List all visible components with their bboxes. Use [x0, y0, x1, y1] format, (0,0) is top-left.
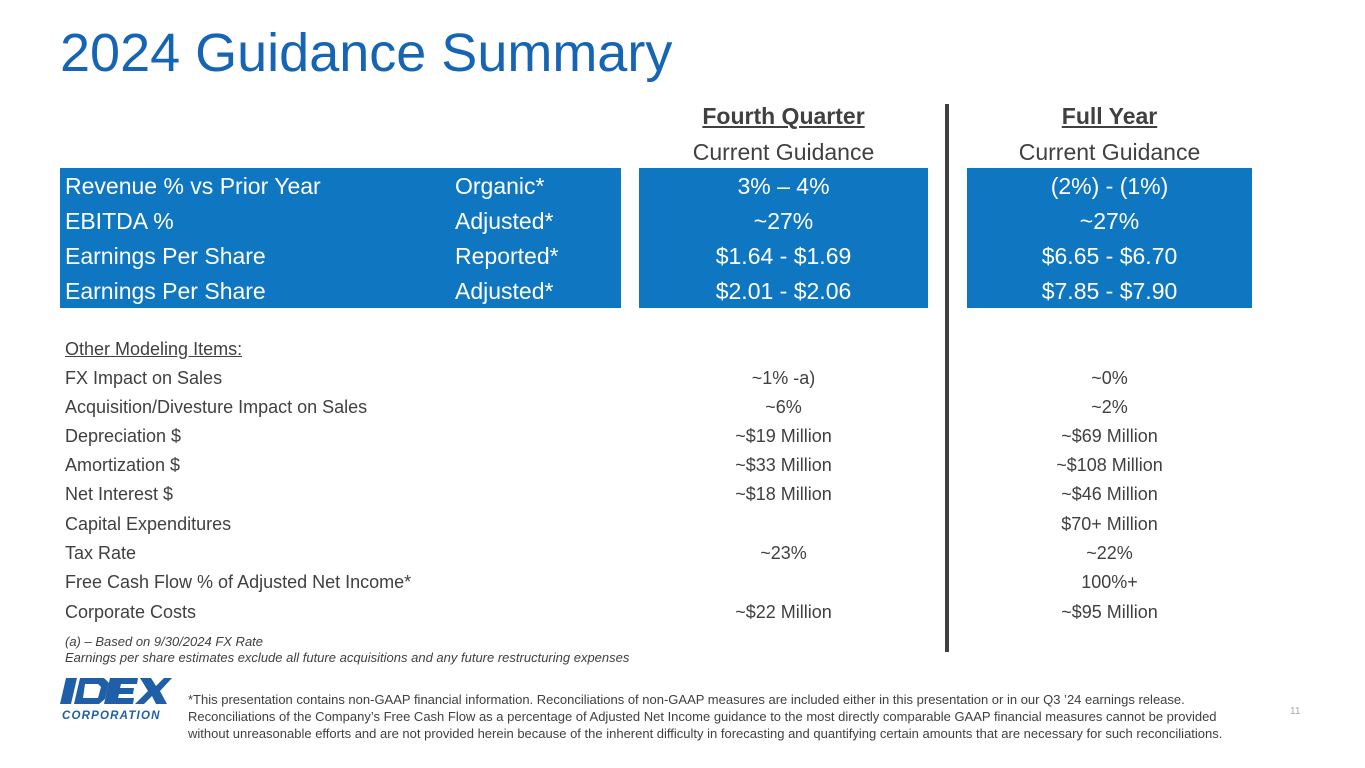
- item-q4-value: ~$18 Million: [735, 484, 832, 504]
- item-q4-value: ~1% -a): [751, 368, 816, 388]
- row-q4-value: 3% – 4%: [737, 173, 830, 199]
- item-label: Corporate Costs: [65, 602, 197, 622]
- row-basis: Organic*: [455, 173, 545, 199]
- page-number: 11: [1290, 706, 1301, 717]
- fy-column-subheader: Current Guidance: [1018, 139, 1201, 165]
- page-title: 2024 Guidance Summary: [60, 23, 673, 83]
- item-label: Amortization $: [65, 455, 181, 475]
- row-fy-value: $7.85 - $7.90: [1041, 278, 1178, 304]
- item-q4-value: ~23%: [760, 543, 807, 563]
- guidance-row: Revenue % vs Prior Year Organic* 3% – 4%…: [0, 169, 1365, 204]
- item-label: FX Impact on Sales: [65, 368, 223, 388]
- row-basis: Adjusted*: [455, 278, 554, 304]
- item-label: Free Cash Flow % of Adjusted Net Income*: [65, 572, 412, 592]
- idex-logo: CORPORATION: [60, 678, 172, 722]
- logo-subtitle: CORPORATION: [62, 710, 161, 722]
- fy-guidance-band: [967, 168, 1252, 308]
- item-fy-value: ~$95 Million: [1061, 602, 1158, 622]
- item-fy-value: ~$108 Million: [1056, 455, 1163, 475]
- item-q4-value: ~6%: [765, 397, 802, 417]
- item-q4-value: ~$33 Million: [735, 455, 832, 475]
- row-fy-value: $6.65 - $6.70: [1041, 243, 1178, 269]
- item-q4-value: ~$22 Million: [735, 602, 832, 622]
- column-divider: [945, 104, 949, 652]
- row-label: Revenue % vs Prior Year: [65, 173, 321, 199]
- modeling-item-row: Net Interest $ ~$18 Million ~$46 Million: [0, 480, 1365, 509]
- q4-column-header: Fourth Quarter: [702, 103, 865, 129]
- item-fy-value: 100%+: [1081, 572, 1138, 592]
- modeling-item-row: Acquisition/Divesture Impact on Sales ~6…: [0, 393, 1365, 422]
- row-q4-value: $1.64 - $1.69: [715, 243, 852, 269]
- eps-footnote: Earnings per share estimates exclude all…: [65, 650, 630, 665]
- item-fy-value: ~$69 Million: [1061, 426, 1158, 446]
- modeling-item-row: Corporate Costs ~$22 Million ~$95 Millio…: [0, 598, 1365, 627]
- item-label: Net Interest $: [65, 484, 174, 504]
- item-label: Capital Expenditures: [65, 514, 232, 534]
- item-label: Acquisition/Divesture Impact on Sales: [65, 397, 368, 417]
- item-fy-value: ~2%: [1091, 397, 1128, 417]
- guidance-label-band: [60, 168, 621, 308]
- modeling-item-row: Free Cash Flow % of Adjusted Net Income*…: [0, 568, 1365, 597]
- q4-column-subheader: Current Guidance: [692, 139, 875, 165]
- row-fy-value: (2%) - (1%): [1050, 173, 1169, 199]
- modeling-item-row: Tax Rate ~23% ~22%: [0, 539, 1365, 568]
- other-items-title: Other Modeling Items:: [65, 339, 243, 359]
- non-gaap-disclaimer: *This presentation contains non-GAAP fin…: [188, 692, 1223, 741]
- row-q4-value: ~27%: [753, 208, 814, 234]
- row-basis: Adjusted*: [455, 208, 554, 234]
- fy-column-header: Full Year: [1061, 103, 1158, 129]
- row-label: EBITDA %: [65, 208, 174, 234]
- guidance-row: EBITDA % Adjusted* ~27% ~27%: [0, 204, 1365, 239]
- row-fy-value: ~27%: [1079, 208, 1140, 234]
- fx-footnote: (a) – Based on 9/30/2024 FX Rate: [65, 634, 264, 649]
- row-basis: Reported*: [455, 243, 559, 269]
- row-label: Earnings Per Share: [65, 243, 266, 269]
- item-fy-value: ~22%: [1086, 543, 1133, 563]
- modeling-item-row: Amortization $ ~$33 Million ~$108 Millio…: [0, 451, 1365, 480]
- modeling-item-row: Capital Expenditures $70+ Million: [0, 510, 1365, 539]
- q4-guidance-band: [639, 168, 928, 308]
- item-label: Depreciation $: [65, 426, 182, 446]
- idex-logo-mark: CORPORATION: [60, 678, 172, 722]
- item-fy-value: $70+ Million: [1061, 514, 1158, 534]
- modeling-item-row: Depreciation $ ~$19 Million ~$69 Million: [0, 422, 1365, 451]
- guidance-row: Earnings Per Share Adjusted* $2.01 - $2.…: [0, 274, 1365, 309]
- row-label: Earnings Per Share: [65, 278, 266, 304]
- guidance-row: Earnings Per Share Reported* $1.64 - $1.…: [0, 239, 1365, 274]
- item-label: Tax Rate: [65, 543, 137, 563]
- row-q4-value: $2.01 - $2.06: [715, 278, 852, 304]
- item-q4-value: ~$19 Million: [735, 426, 832, 446]
- item-fy-value: ~$46 Million: [1061, 484, 1158, 504]
- item-fy-value: ~0%: [1091, 368, 1128, 388]
- modeling-item-row: FX Impact on Sales ~1% -a) ~0%: [0, 364, 1365, 393]
